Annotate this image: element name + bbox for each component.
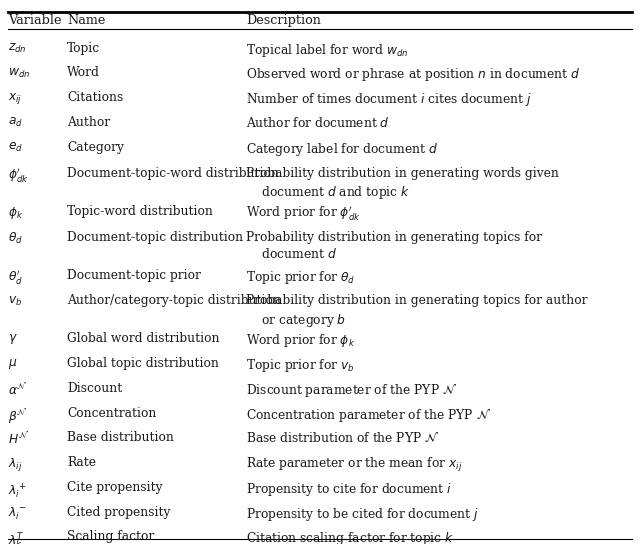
Text: Variable: Variable bbox=[8, 14, 61, 27]
Text: $\theta^{\prime}_d$: $\theta^{\prime}_d$ bbox=[8, 269, 22, 287]
Text: $\lambda_i^+$: $\lambda_i^+$ bbox=[8, 481, 26, 500]
Text: Discount parameter of the PYP $\mathcal{N}$: Discount parameter of the PYP $\mathcal{… bbox=[246, 382, 458, 399]
Text: Topic: Topic bbox=[67, 42, 100, 55]
Text: Probability distribution in generating words given
    document $d$ and topic $k: Probability distribution in generating w… bbox=[246, 166, 559, 201]
Text: Topic prior for $v_b$: Topic prior for $v_b$ bbox=[246, 357, 355, 374]
Text: $\gamma$: $\gamma$ bbox=[8, 332, 17, 347]
Text: Document-topic distribution: Document-topic distribution bbox=[67, 231, 243, 244]
Text: Global word distribution: Global word distribution bbox=[67, 332, 220, 345]
Text: Category label for document $d$: Category label for document $d$ bbox=[246, 141, 438, 158]
Text: Scaling factor: Scaling factor bbox=[67, 530, 154, 543]
Text: Topical label for word $w_{dn}$: Topical label for word $w_{dn}$ bbox=[246, 42, 409, 59]
Text: $a_d$: $a_d$ bbox=[8, 116, 22, 129]
Text: $\lambda_i^-$: $\lambda_i^-$ bbox=[8, 506, 26, 522]
Text: Author/category-topic distribution: Author/category-topic distribution bbox=[67, 294, 281, 307]
Text: Concentration: Concentration bbox=[67, 407, 157, 420]
Text: $\phi^{\prime}_{dk}$: $\phi^{\prime}_{dk}$ bbox=[8, 166, 28, 185]
Text: Author: Author bbox=[67, 116, 110, 129]
Text: $x_{ij}$: $x_{ij}$ bbox=[8, 91, 22, 106]
Text: $\alpha^{\mathcal{N}}$: $\alpha^{\mathcal{N}}$ bbox=[8, 382, 28, 398]
Text: Word prior for $\phi_k$: Word prior for $\phi_k$ bbox=[246, 332, 356, 349]
Text: $\lambda_{ij}$: $\lambda_{ij}$ bbox=[8, 456, 22, 473]
Text: Word: Word bbox=[67, 66, 100, 79]
Text: Category: Category bbox=[67, 141, 124, 154]
Text: $\theta_d$: $\theta_d$ bbox=[8, 231, 22, 246]
Text: Base distribution: Base distribution bbox=[67, 431, 174, 444]
Text: Probability distribution in generating topics for author
    or category $b$: Probability distribution in generating t… bbox=[246, 294, 588, 329]
Text: Name: Name bbox=[67, 14, 106, 27]
Text: Base distribution of the PYP $\mathcal{N}$: Base distribution of the PYP $\mathcal{N… bbox=[246, 431, 440, 444]
Text: $e_d$: $e_d$ bbox=[8, 141, 22, 154]
Text: $\mu$: $\mu$ bbox=[8, 357, 17, 371]
Text: Rate: Rate bbox=[67, 456, 96, 469]
Text: Observed word or phrase at position $n$ in document $d$: Observed word or phrase at position $n$ … bbox=[246, 66, 580, 83]
Text: Rate parameter or the mean for $x_{ij}$: Rate parameter or the mean for $x_{ij}$ bbox=[246, 456, 463, 474]
Text: $v_b$: $v_b$ bbox=[8, 294, 22, 307]
Text: Topic-word distribution: Topic-word distribution bbox=[67, 205, 213, 218]
Text: Cite propensity: Cite propensity bbox=[67, 481, 163, 494]
Text: $H^{\mathcal{N}}$: $H^{\mathcal{N}}$ bbox=[8, 431, 29, 447]
Text: Global topic distribution: Global topic distribution bbox=[67, 357, 219, 370]
Text: Topic prior for $\theta_d$: Topic prior for $\theta_d$ bbox=[246, 269, 356, 286]
Text: Propensity to be cited for document $j$: Propensity to be cited for document $j$ bbox=[246, 506, 479, 523]
Text: $\beta^{\mathcal{N}}$: $\beta^{\mathcal{N}}$ bbox=[8, 407, 28, 425]
Text: Probability distribution in generating topics for
    document $d$: Probability distribution in generating t… bbox=[246, 231, 543, 261]
Text: $w_{dn}$: $w_{dn}$ bbox=[8, 66, 30, 79]
Text: Document-topic-word distribution: Document-topic-word distribution bbox=[67, 166, 279, 180]
Text: Number of times document $i$ cites document $j$: Number of times document $i$ cites docum… bbox=[246, 91, 532, 108]
Text: Citations: Citations bbox=[67, 91, 124, 104]
Text: Document-topic prior: Document-topic prior bbox=[67, 269, 201, 282]
Text: Discount: Discount bbox=[67, 382, 122, 395]
Text: Propensity to cite for document $i$: Propensity to cite for document $i$ bbox=[246, 481, 452, 498]
Text: $\phi_k$: $\phi_k$ bbox=[8, 205, 23, 221]
Text: Word prior for $\phi^{\prime}_{dk}$: Word prior for $\phi^{\prime}_{dk}$ bbox=[246, 205, 361, 222]
Text: Description: Description bbox=[246, 14, 321, 27]
Text: Author for document $d$: Author for document $d$ bbox=[246, 116, 390, 130]
Text: Cited propensity: Cited propensity bbox=[67, 506, 171, 519]
Text: $z_{dn}$: $z_{dn}$ bbox=[8, 42, 26, 55]
Text: Citation scaling factor for topic $k$: Citation scaling factor for topic $k$ bbox=[246, 530, 454, 544]
Text: Concentration parameter of the PYP $\mathcal{N}$: Concentration parameter of the PYP $\mat… bbox=[246, 407, 492, 424]
Text: $\lambda_k^T$: $\lambda_k^T$ bbox=[8, 530, 24, 544]
